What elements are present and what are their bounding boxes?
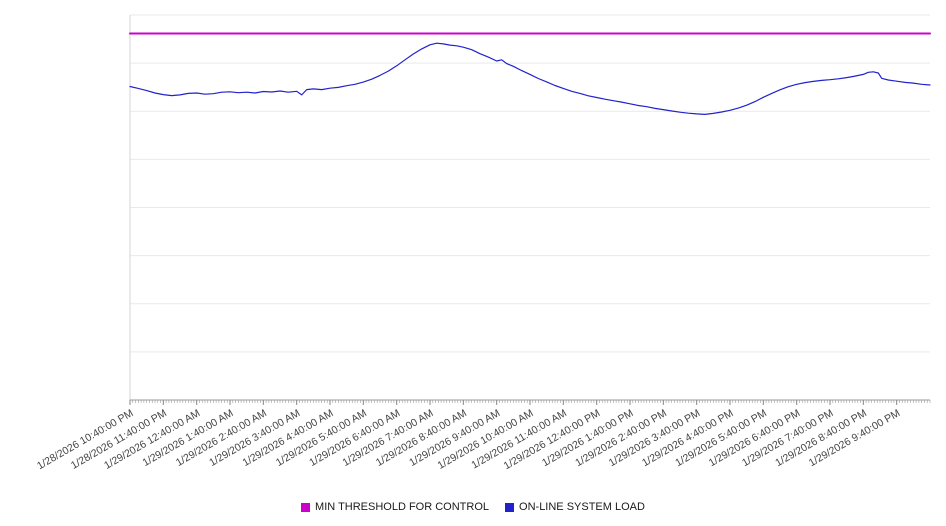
load-line-chart: 1/28/2026 10:40:00 PM1/28/2026 11:40:00 … <box>35 14 931 472</box>
min-threshold-swatch <box>301 502 311 512</box>
system-load-line <box>129 42 931 116</box>
legend-item-system-load: ON-LINE SYSTEM LOAD <box>505 501 645 513</box>
system-load-swatch <box>505 502 515 512</box>
chart-legend: MIN THRESHOLD FOR CONTROL ON-LINE SYSTEM… <box>0 492 946 522</box>
system-load-label: ON-LINE SYSTEM LOAD <box>519 501 645 513</box>
legend-item-min-threshold: MIN THRESHOLD FOR CONTROL <box>301 501 489 513</box>
min-threshold-label: MIN THRESHOLD FOR CONTROL <box>315 501 490 513</box>
